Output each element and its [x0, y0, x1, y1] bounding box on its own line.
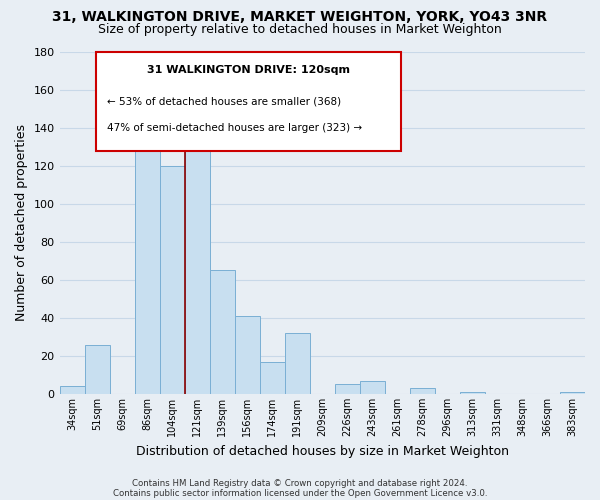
X-axis label: Distribution of detached houses by size in Market Weighton: Distribution of detached houses by size … — [136, 444, 509, 458]
Text: Contains public sector information licensed under the Open Government Licence v3: Contains public sector information licen… — [113, 488, 487, 498]
Bar — [285, 333, 310, 394]
Bar — [460, 392, 485, 394]
Text: 31 WALKINGTON DRIVE: 120sqm: 31 WALKINGTON DRIVE: 120sqm — [147, 65, 350, 75]
Text: Contains HM Land Registry data © Crown copyright and database right 2024.: Contains HM Land Registry data © Crown c… — [132, 478, 468, 488]
Bar — [410, 388, 435, 394]
Text: 47% of semi-detached houses are larger (323) →: 47% of semi-detached houses are larger (… — [107, 124, 362, 134]
Bar — [59, 386, 85, 394]
Bar — [134, 150, 160, 394]
Bar — [235, 316, 260, 394]
Bar — [185, 106, 209, 394]
Bar — [335, 384, 360, 394]
Bar — [85, 344, 110, 394]
Text: Size of property relative to detached houses in Market Weighton: Size of property relative to detached ho… — [98, 22, 502, 36]
Y-axis label: Number of detached properties: Number of detached properties — [15, 124, 28, 322]
Bar — [260, 362, 285, 394]
Bar — [360, 380, 385, 394]
Bar — [560, 392, 585, 394]
Bar — [160, 166, 185, 394]
Text: ← 53% of detached houses are smaller (368): ← 53% of detached houses are smaller (36… — [107, 96, 341, 106]
Text: 31, WALKINGTON DRIVE, MARKET WEIGHTON, YORK, YO43 3NR: 31, WALKINGTON DRIVE, MARKET WEIGHTON, Y… — [52, 10, 548, 24]
Bar — [209, 270, 235, 394]
FancyBboxPatch shape — [97, 52, 401, 151]
